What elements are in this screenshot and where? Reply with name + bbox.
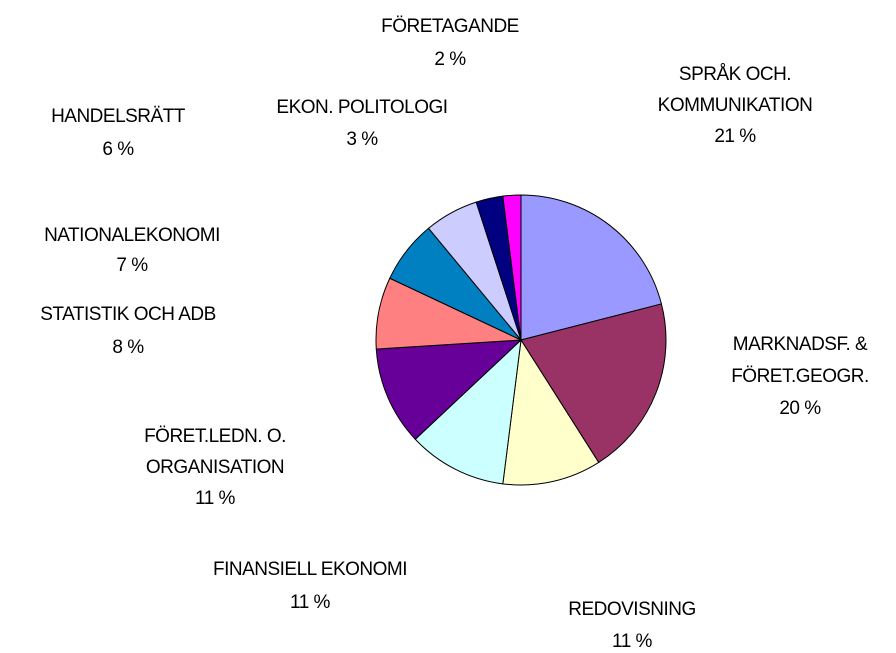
value-label: 11 % <box>612 631 653 652</box>
slice-label: MARKNADSF. & <box>733 334 868 355</box>
value-label: 2 % <box>434 49 466 70</box>
slice-label: SPRÅK OCH. <box>679 64 791 85</box>
pie-slice <box>375 339 523 440</box>
slice-label: FÖRET.GEOGR. <box>731 366 869 387</box>
pie-slice <box>520 303 667 464</box>
slice-label: FÖRET.LEDN. O. <box>144 426 286 447</box>
slice-label: ORGANISATION <box>146 457 284 478</box>
slice-label: HANDELSRÄTT <box>51 106 186 127</box>
value-label: 6 % <box>102 139 134 160</box>
slice-label: FÖRETAGANDE <box>381 16 519 37</box>
slice-label: KOMMUNIKATION <box>658 95 813 116</box>
slice-label: EKON. POLITOLOGI <box>276 97 447 118</box>
value-label: 11 % <box>195 488 236 509</box>
value-label: 8 % <box>112 337 144 358</box>
pie-slice <box>502 194 522 341</box>
pie-slice <box>414 338 522 485</box>
value-label: 21 % <box>714 126 756 147</box>
value-label: 7 % <box>116 255 148 276</box>
value-label: 11 % <box>290 592 331 613</box>
pie-slice <box>520 194 663 341</box>
slice-label: STATISTIK OCH ADB <box>40 304 216 325</box>
slice-label: FINANSIELL EKONOMI <box>213 559 407 580</box>
slice-label: REDOVISNING <box>568 599 696 620</box>
slice-label: NATIONALEKONOMI <box>44 225 220 246</box>
value-label: 20 % <box>779 398 821 419</box>
pie-slice <box>502 338 600 486</box>
value-label: 3 % <box>346 129 378 150</box>
